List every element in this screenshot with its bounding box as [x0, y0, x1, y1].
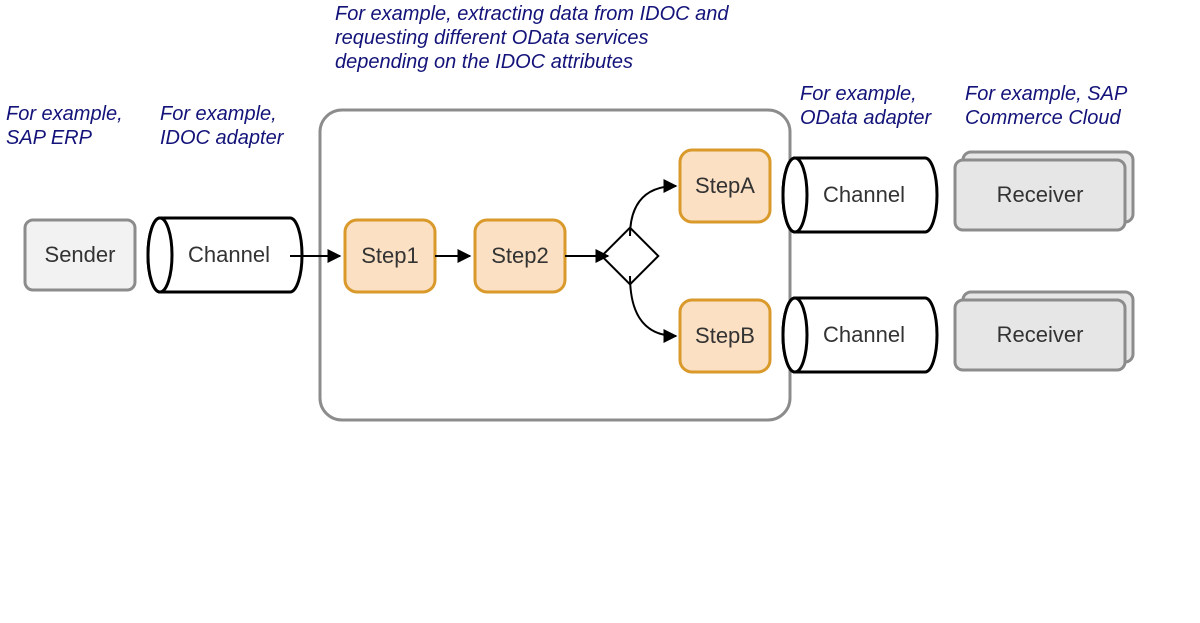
channel-in-label: Channel	[188, 242, 270, 267]
stepA-label: StepA	[695, 173, 755, 198]
annotation-channel-in: For example,IDOC adapter	[160, 103, 285, 149]
step2-label: Step2	[491, 243, 549, 268]
receiver-b-label: Receiver	[997, 322, 1084, 347]
integration-flow-diagram: For example,SAP ERPFor example,IDOC adap…	[0, 0, 1200, 623]
annotation-receiver-line-0: For example, SAP	[965, 83, 1128, 105]
annotation-processor-line-1: requesting different OData services	[335, 27, 649, 49]
annotation-sender: For example,SAP ERP	[6, 103, 123, 149]
annotation-channel-out: For example,OData adapter	[800, 83, 933, 129]
annotation-channel-in-line-1: IDOC adapter	[160, 127, 285, 149]
sender-label: Sender	[45, 242, 116, 267]
annotation-processor-line-2: depending on the IDOC attributes	[335, 51, 633, 73]
channel-out-a-label: Channel	[823, 182, 905, 207]
receiver-a-label: Receiver	[997, 182, 1084, 207]
annotation-sender-line-0: For example,	[6, 103, 123, 125]
annotation-receiver: For example, SAPCommerce Cloud	[965, 83, 1128, 129]
step1-label: Step1	[361, 243, 419, 268]
annotation-processor: For example, extracting data from IDOC a…	[335, 3, 729, 73]
annotation-receiver-line-1: Commerce Cloud	[965, 107, 1121, 129]
annotation-channel-in-line-0: For example,	[160, 103, 277, 125]
annotation-channel-out-line-1: OData adapter	[800, 107, 933, 129]
channel-out-b-label: Channel	[823, 322, 905, 347]
annotation-processor-line-0: For example, extracting data from IDOC a…	[335, 3, 729, 25]
annotation-channel-out-line-0: For example,	[800, 83, 917, 105]
annotation-sender-line-1: SAP ERP	[6, 127, 93, 149]
stepB-label: StepB	[695, 323, 755, 348]
